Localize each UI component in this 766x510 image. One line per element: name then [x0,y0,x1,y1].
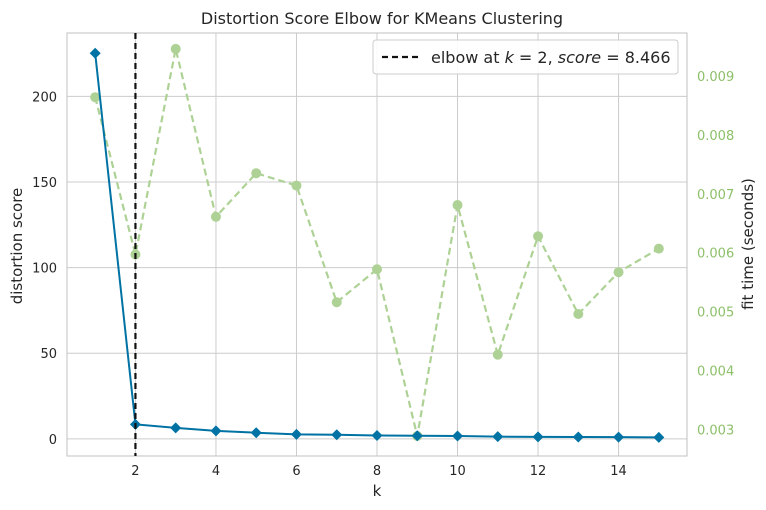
legend-box [372,39,679,75]
fit-time-point [331,297,342,308]
legend-k-symbol: k [505,48,515,67]
distortion-point [572,431,584,443]
y2-tick-label: 0.003 [697,423,734,438]
x-tick-label: 10 [449,464,466,479]
legend-score-symbol: score [558,48,602,67]
x-tick-label: 2 [131,464,139,479]
fit-time-point [251,168,262,179]
y2-tick-label: 0.006 [697,247,734,262]
y-tick-label: 200 [32,90,57,105]
x-tick-label: 4 [212,464,220,479]
y2-axis-label: fit time (seconds) [739,178,757,310]
fit-time-point [492,349,503,360]
x-tick-label: 8 [373,464,381,479]
grid [67,33,687,456]
distortion-point [170,422,182,434]
fit-time-point [90,92,101,103]
legend-label: elbow at k = 2, score = 8.466 [431,48,671,67]
y2-tick-label: 0.007 [697,188,734,203]
distortion-point [452,430,464,442]
fit-time-point [573,309,584,320]
distortion-point [613,431,625,443]
y2-tick-label: 0.009 [697,70,734,85]
distortion-point [290,428,302,440]
legend-k-value: = 2, [514,48,558,67]
fit-time-point [291,180,302,191]
legend-score-value: = 8.466 [601,48,670,67]
distortion-series [89,47,665,443]
y2-tick-label: 0.005 [697,306,734,321]
fit-time-line [94,48,660,437]
x-tick-label: 6 [292,464,300,479]
fit-time-point [452,200,463,211]
fit-time-point [533,231,544,242]
x-tick-label: 14 [610,464,627,479]
y-axis-label: distortion score [8,188,26,305]
chart-title: Distortion Score Elbow for KMeans Cluste… [201,9,563,28]
tick-labels: 2 4 6 8 10 12 14 0 50 100 150 200 0.003 0.004 0.005 0.0… [32,70,734,479]
distortion-point [653,431,665,443]
distortion-point [210,425,222,437]
fit-time-point [653,243,664,254]
fit-time-point [170,43,181,54]
legend: elbow at k = 2, score = 8.466 [372,39,679,75]
distortion-point [492,431,504,443]
distortion-point [532,431,544,443]
distortion-point [250,427,262,439]
distortion-point [371,429,383,441]
y-tick-label: 150 [32,176,57,191]
y-tick-label: 50 [40,347,57,362]
fit-time-point [210,211,221,222]
fit-time-point [372,264,382,275]
distortion-point [89,47,101,59]
y-tick-label: 100 [32,262,57,277]
plot-frame [66,32,688,457]
y2-tick-label: 0.004 [697,365,734,380]
x-tick-label: 12 [530,464,547,479]
fit-time-point [613,267,624,278]
distortion-point [411,430,423,442]
legend-prefix: elbow at [431,48,505,67]
x-axis-label: k [373,482,382,500]
y2-tick-label: 0.008 [697,129,734,144]
y-tick-label: 0 [49,433,57,448]
distortion-point [331,429,343,441]
